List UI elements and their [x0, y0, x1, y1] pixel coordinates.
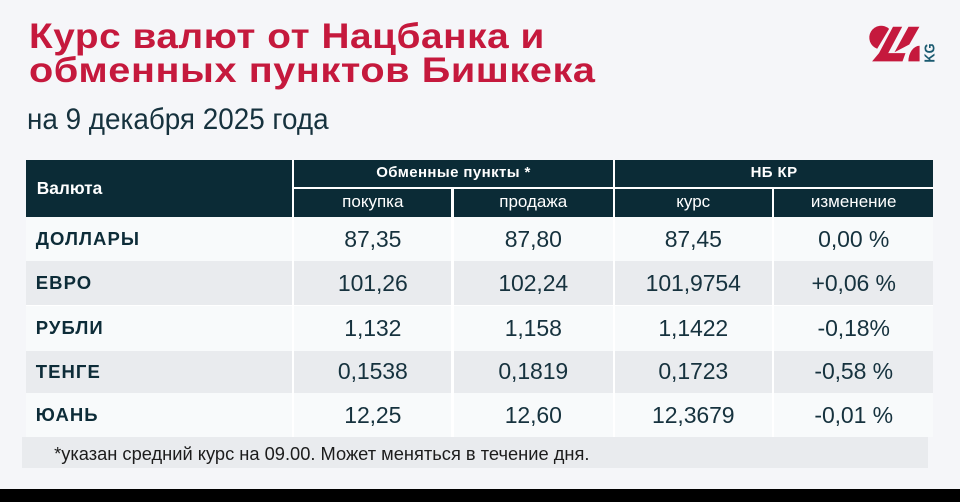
svg-text:KG: KG [922, 43, 939, 62]
